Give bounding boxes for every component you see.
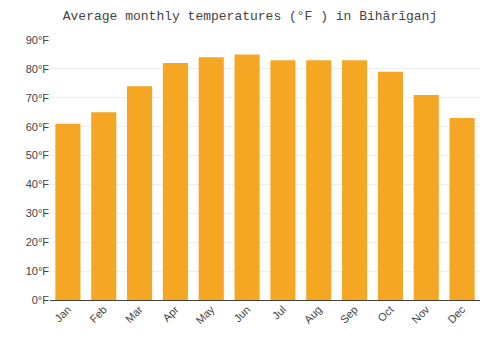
svg-text:Jan: Jan (52, 303, 73, 324)
svg-text:Oct: Oct (375, 303, 396, 324)
svg-text:Mar: Mar (123, 303, 145, 325)
svg-text:Sep: Sep (338, 303, 360, 325)
svg-text:40°F: 40°F (26, 178, 50, 190)
svg-text:Jul: Jul (270, 303, 288, 321)
svg-text:0°F: 0°F (32, 294, 50, 306)
svg-text:70°F: 70°F (26, 92, 50, 104)
svg-text:10°F: 10°F (26, 265, 50, 277)
svg-text:Dec: Dec (445, 303, 468, 326)
svg-text:Feb: Feb (87, 303, 109, 325)
svg-text:80°F: 80°F (26, 63, 50, 75)
svg-text:90°F: 90°F (26, 34, 50, 46)
svg-text:Average monthly temperatures (: Average monthly temperatures (°F ) in Bi… (63, 9, 437, 24)
svg-text:30°F: 30°F (26, 207, 50, 219)
svg-text:Nov: Nov (409, 303, 432, 326)
svg-text:50°F: 50°F (26, 149, 50, 161)
svg-text:Aug: Aug (302, 303, 324, 325)
svg-text:Jun: Jun (231, 303, 252, 324)
svg-text:60°F: 60°F (26, 121, 50, 133)
svg-text:May: May (193, 303, 217, 327)
svg-text:20°F: 20°F (26, 236, 50, 248)
svg-text:Apr: Apr (160, 303, 181, 324)
